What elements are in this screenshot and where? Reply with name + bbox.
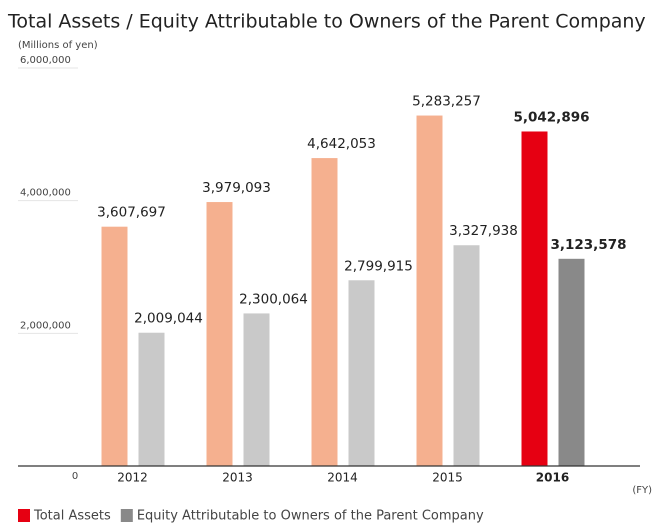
bar (206, 202, 233, 466)
bar (558, 258, 585, 466)
y-tick-label: 2,000,000 (20, 320, 71, 331)
bar (101, 226, 128, 466)
data-label: 3,327,938 (449, 223, 518, 239)
x-axis-label: (FY) (632, 485, 652, 496)
data-label: 2,009,044 (134, 311, 203, 327)
legend-label: Total Assets (33, 509, 111, 524)
y-tick-label: 0 (72, 471, 78, 482)
legend-label: Equity Attributable to Owners of the Par… (137, 509, 484, 524)
legend-swatch (120, 509, 133, 522)
x-tick-label: 2014 (327, 471, 358, 485)
data-label: 3,123,578 (550, 237, 626, 253)
data-label: 4,642,053 (307, 136, 376, 152)
y-axis-label: (Millions of yen) (18, 40, 98, 51)
bar (243, 313, 270, 466)
y-tick-label: 4,000,000 (20, 188, 71, 199)
bar (138, 332, 165, 466)
data-label: 2,799,915 (344, 258, 413, 274)
x-tick-label: 2016 (536, 471, 569, 485)
x-tick-label: 2015 (432, 471, 463, 485)
y-tick-label: 6,000,000 (20, 55, 71, 66)
data-label: 3,979,093 (202, 180, 271, 196)
bar (348, 280, 375, 466)
data-label: 5,042,896 (513, 109, 589, 125)
x-tick-label: 2012 (117, 471, 148, 485)
legend-swatch (18, 509, 30, 522)
data-label: 5,283,257 (412, 94, 481, 110)
bar (521, 131, 548, 466)
chart-title: Total Assets / Equity Attributable to Ow… (7, 11, 646, 33)
x-tick-label: 2013 (222, 471, 253, 485)
data-label: 3,607,697 (97, 205, 166, 221)
bar (311, 158, 338, 466)
data-label: 2,300,064 (239, 291, 308, 307)
bar (416, 115, 443, 467)
bar (453, 245, 480, 466)
